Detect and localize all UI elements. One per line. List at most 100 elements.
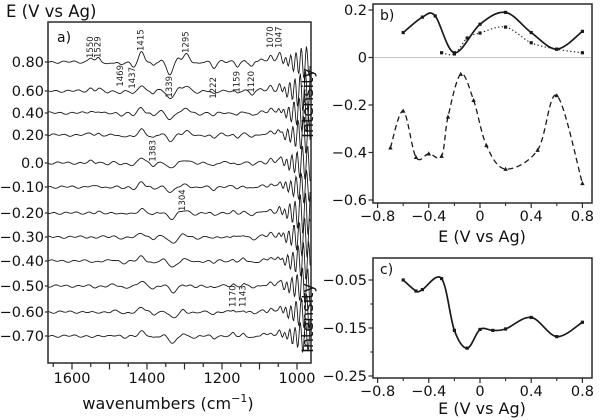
peak-label-1437: 1437 (128, 67, 138, 89)
panel-c-series (401, 276, 584, 350)
peak-label-1295: 1295 (181, 31, 191, 53)
panel-c: −0.8 −0.4 0 0.4 0.8 −0.05 −0.15 −0.25 c) Intens… (298, 257, 594, 418)
wavenumber-tick-label: 1000 (279, 371, 316, 387)
spectrum-trace-−0.30 (48, 215, 311, 258)
marker-square-solid-filled-squares (420, 15, 424, 19)
marker-triangle-dashed-filled-triangles (401, 108, 406, 113)
marker-triangle-dashed-filled-triangles (413, 154, 419, 160)
spectrum-trace-−0.60 (48, 293, 311, 329)
spectrum-trace-0.20 (48, 116, 311, 154)
spectrum-trace-−0.20 (48, 192, 311, 235)
panel-b: −0.8 −0.4 0 0.4 0.8 0.2 0 −0.2 −0.4 −0.6 b) Inten… (298, 3, 594, 246)
peak-label-1339: 1339 (165, 76, 175, 98)
panel-b-series (388, 10, 585, 186)
marker-triangle-dashed-filled-triangles (580, 180, 585, 186)
panel-a-spectra (48, 46, 311, 354)
marker-square-solid-filled-squares (529, 315, 533, 320)
panel-b-axes: −0.8 −0.4 0 0.4 0.8 0.2 0 −0.2 −0.4 −0.6 (332, 3, 594, 225)
potential-label: −0.10 (0, 180, 44, 196)
peak-label-1120: 1120 (247, 71, 257, 93)
y-tick-label: −0.2 (332, 98, 367, 114)
peak-label-1070: 1070 (266, 26, 276, 48)
marker-triangle-dashed-filled-triangles (445, 114, 451, 119)
marker-square-solid-filled-squares (555, 335, 559, 339)
marker-triangle-dashed-filled-triangles (458, 71, 463, 76)
marker-square-solid-filled-squares (401, 30, 405, 35)
panel-c-xlabel: E (V vs Ag) (438, 399, 526, 418)
potential-label: 0.0 (21, 156, 44, 172)
series-line-solid-filled-squares (402, 11, 583, 54)
panel-a-xlabel: wavenumbers (cm−1) (82, 392, 253, 413)
marker-triangle-dashed-filled-triangles (535, 147, 540, 152)
marker-square-solid-filled-squares (433, 14, 437, 18)
spectrum-trace-−0.50 (48, 267, 311, 305)
panel-c-ylabel: Intensity (298, 283, 317, 353)
spectrum-trace-0.40 (48, 94, 311, 133)
panel-c-axes: −0.8 −0.4 0 0.4 0.8 −0.05 −0.15 −0.25 (323, 273, 594, 400)
x-tick-label: 0 (475, 384, 484, 400)
marker-triangle-dashed-filled-triangles (426, 151, 431, 156)
marker-square-dotted-filled-squares (529, 41, 533, 45)
panel-a-label: a) (57, 30, 71, 46)
peak-label-1047: 1047 (274, 26, 284, 48)
panel-b-xlabel: E (V vs Ag) (438, 227, 526, 246)
marker-square-solid-filled-squares (452, 328, 456, 332)
potential-label: 0.60 (12, 84, 44, 100)
marker-square-solid-filled-squares (504, 10, 508, 14)
marker-square-solid-filled-squares (529, 30, 533, 35)
panel-a-plot-box (47, 21, 312, 364)
marker-square-dotted-filled-squares (465, 36, 469, 40)
spectrum-trace-−0.40 (48, 241, 311, 280)
panel-c-plot-box (372, 257, 593, 379)
marker-square-dotted-filled-squares (478, 31, 482, 35)
y-tick-label: −0.15 (323, 321, 367, 337)
spectrum-trace-0.80 (48, 46, 311, 79)
wavenumber-tick-label: 1400 (129, 371, 166, 387)
y-tick-label: −0.25 (323, 369, 367, 385)
series-line-dashed-filled-triangles (389, 73, 584, 184)
peak-label-1170: 1170 (228, 285, 238, 307)
marker-square-dotted-filled-squares (580, 51, 584, 55)
panel-b-ylabel: Intensity (298, 68, 317, 138)
panel-b-label: b) (380, 8, 394, 24)
peak-label-1469: 1469 (116, 65, 126, 87)
potential-label: −0.60 (0, 305, 44, 321)
wavenumber-tick-label: 1600 (54, 371, 91, 387)
potential-label: 0.40 (12, 106, 44, 122)
marker-square-solid-filled-squares (414, 289, 418, 293)
peak-label-1143: 1143 (238, 285, 248, 307)
spectrum-trace-0.0 (48, 145, 311, 182)
x-tick-label: 0 (475, 209, 484, 225)
marker-square-solid-filled-squares (478, 22, 482, 26)
potential-label: −0.50 (0, 279, 44, 295)
panel-a: E (V vs Ag) 0.80 0.60 0.40 0.20 0.0 −0.10 −0.2… (0, 2, 315, 413)
y-tick-label: −0.4 (332, 146, 367, 162)
panel-c-label: c) (380, 262, 393, 278)
panel-a-potential-axis-title: E (V vs Ag) (6, 2, 96, 21)
x-tick-label: 0.8 (571, 209, 594, 225)
marker-triangle-dashed-filled-triangles (388, 145, 393, 150)
potential-label: 0.20 (12, 128, 44, 144)
marker-triangle-dashed-filled-triangles (439, 153, 444, 158)
marker-square-dotted-filled-squares (452, 52, 456, 56)
marker-square-dotted-filled-squares (440, 51, 444, 55)
peak-label-1304: 1304 (178, 189, 188, 211)
y-tick-label: −0.6 (332, 193, 367, 209)
potential-label: −0.30 (0, 230, 44, 246)
y-tick-label: 0 (358, 51, 367, 67)
x-tick-label: −0.8 (360, 384, 395, 400)
marker-square-dotted-filled-squares (504, 25, 508, 29)
marker-triangle-dashed-filled-triangles (471, 97, 476, 103)
peak-label-1415: 1415 (136, 29, 146, 51)
x-tick-label: 0.4 (520, 384, 543, 400)
potential-label: −0.20 (0, 206, 44, 222)
marker-square-solid-filled-squares (440, 276, 444, 281)
x-tick-label: −0.4 (411, 384, 446, 400)
spectrum-trace-−0.10 (48, 169, 311, 204)
marker-triangle-dashed-filled-triangles (503, 166, 508, 171)
marker-square-solid-filled-squares (580, 29, 584, 33)
potential-label: −0.70 (0, 329, 44, 345)
